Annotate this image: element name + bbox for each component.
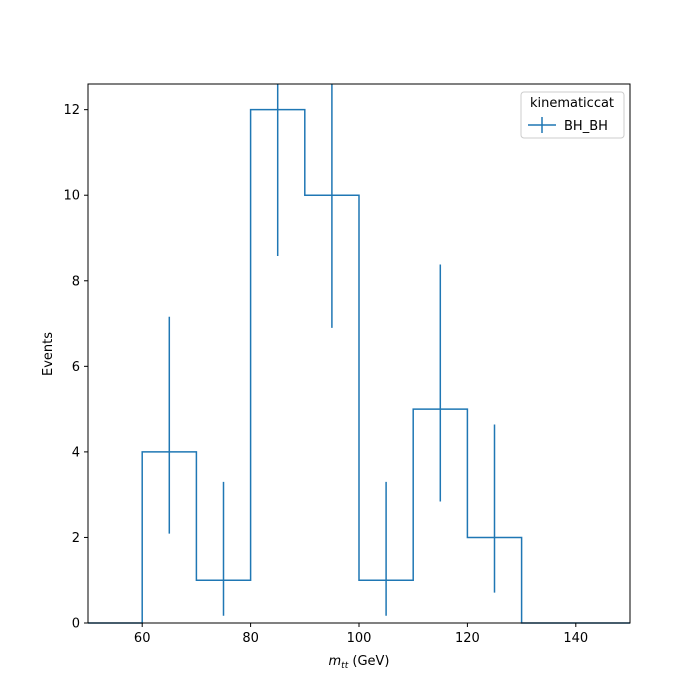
x-tick-label: 100 [347,631,372,646]
x-tick-label: 60 [134,631,151,646]
y-tick-label: 12 [63,103,80,118]
y-tick-label: 6 [72,360,80,375]
y-tick-label: 10 [63,189,80,204]
x-axis: 60 80 100 120 140 [134,623,588,646]
x-tick-label: 80 [242,631,259,646]
histogram-step-line [88,108,630,624]
x-tick-label: 120 [455,631,480,646]
y-tick-label: 8 [72,274,80,289]
legend-box [520,91,625,139]
y-tick-label: 2 [72,531,80,546]
y-tick-label: 4 [72,445,80,460]
legend: kinematiccat BH_BH [520,91,625,139]
x-axis-label: mtt (GeV) [329,654,390,671]
y-axis: 0 2 4 6 8 10 12 [63,103,88,632]
x-tick-label: 140 [563,631,588,646]
legend-title: kinematiccat [530,96,614,111]
y-axis-label: Events [41,332,56,376]
plot-area [88,84,630,624]
y-tick-label: 0 [72,617,80,632]
legend-entry-label: BH_BH [564,119,608,134]
